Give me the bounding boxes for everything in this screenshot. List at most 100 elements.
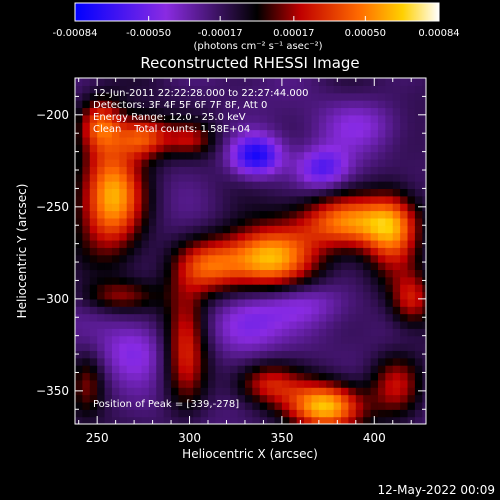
heatmap-cell (82, 107, 91, 116)
heatmap-cell (126, 151, 135, 160)
heatmap-cell (326, 416, 335, 424)
heatmap-cell (134, 343, 143, 351)
heatmap-cell (296, 225, 305, 234)
heatmap-cell (355, 100, 364, 109)
heatmap-cell (311, 409, 320, 418)
heatmap-cell (89, 328, 98, 337)
heatmap-cell (200, 276, 209, 285)
heatmap-cell (82, 136, 91, 145)
heatmap-cell (348, 107, 357, 116)
heatmap-cell (348, 151, 357, 160)
heatmap-cell (311, 343, 320, 351)
heatmap-cell (326, 158, 335, 167)
heatmap-cell (267, 416, 276, 424)
heatmap-cell (355, 284, 364, 293)
heatmap-cell (414, 276, 423, 285)
heatmap-cell (311, 262, 320, 271)
heatmap-cell (304, 335, 313, 344)
heatmap-cell (75, 188, 83, 197)
heatmap-cell (237, 210, 246, 219)
heatmap-cell (141, 151, 150, 160)
heatmap-cell (193, 276, 202, 285)
heatmap-cell (111, 262, 120, 271)
heatmap-cell (318, 151, 327, 160)
heatmap-cell (134, 372, 143, 381)
heatmap-cell (215, 195, 224, 204)
heatmap-cell (244, 291, 253, 300)
heatmap-cell (89, 158, 98, 167)
heatmap-cell (200, 129, 209, 138)
heatmap-cell (274, 320, 283, 329)
heatmap-cell (333, 92, 342, 101)
footer-timestamp: 12-May-2022 00:09 (378, 483, 495, 497)
heatmap-cell (385, 372, 394, 381)
heatmap-cell (208, 225, 216, 234)
heatmap-cell (178, 136, 187, 145)
heatmap-cell (244, 210, 253, 219)
heatmap-cell (385, 239, 394, 248)
heatmap-cell (281, 372, 290, 381)
heatmap-cell (392, 181, 401, 190)
heatmap-cell (252, 217, 261, 226)
heatmap-cell (222, 387, 231, 396)
heatmap-cell (208, 114, 216, 123)
heatmap-cell (355, 401, 364, 410)
heatmap-cell (281, 166, 290, 175)
heatmap-cell (281, 210, 290, 219)
heatmap-cell (400, 298, 409, 307)
heatmap-cell (97, 114, 106, 123)
heatmap-cell (422, 100, 426, 109)
heatmap-cell (237, 203, 246, 212)
heatmap-cell (237, 92, 246, 101)
heatmap-cell (178, 254, 187, 263)
heatmap-cell (82, 181, 91, 190)
heatmap-cell (200, 78, 209, 86)
heatmap-cell (407, 379, 416, 388)
heatmap-cell (326, 92, 335, 101)
heatmap-cell (237, 343, 246, 351)
heatmap-cell (355, 203, 364, 212)
heatmap-cell (370, 166, 379, 175)
heatmap-cell (326, 188, 335, 197)
heatmap-cell (134, 269, 143, 278)
heatmap-cell (407, 92, 416, 101)
heatmap-cell (222, 166, 231, 175)
heatmap-cell (97, 350, 106, 359)
heatmap-cell (333, 239, 342, 248)
heatmap-cell (230, 114, 239, 123)
heatmap-cell (252, 306, 261, 315)
heatmap-cell (385, 254, 394, 263)
heatmap-cell (193, 409, 202, 418)
heatmap-cell (407, 203, 416, 212)
heatmap-cell (333, 210, 342, 219)
heatmap-cell (222, 136, 231, 145)
heatmap-cell (119, 247, 128, 256)
heatmap-cell (348, 136, 357, 145)
heatmap-cell (82, 298, 91, 307)
heatmap-cell (89, 225, 98, 234)
heatmap-cell (141, 166, 150, 175)
heatmap-cell (311, 181, 320, 190)
heatmap-cell (311, 269, 320, 278)
heatmap-cell (97, 151, 106, 160)
heatmap-cell (414, 284, 423, 293)
heatmap-cell (414, 350, 423, 359)
heatmap-cell (333, 372, 342, 381)
heatmap-cell (348, 269, 357, 278)
heatmap-cell (134, 306, 143, 315)
info-line-counts: Clean Total counts: 1.58E+04 (93, 124, 250, 135)
heatmap-cell (222, 269, 231, 278)
heatmap-cell (111, 247, 120, 256)
heatmap-cell (171, 122, 180, 131)
heatmap-cell (289, 409, 298, 418)
heatmap-cell (296, 291, 305, 300)
heatmap-cell (252, 181, 261, 190)
heatmap-cell (185, 298, 194, 307)
heatmap-cell (370, 151, 379, 160)
heatmap-cell (414, 401, 423, 410)
heatmap-cell (252, 313, 261, 322)
heatmap-cell (215, 225, 224, 234)
heatmap-cell (333, 343, 342, 351)
heatmap-cell (414, 372, 423, 381)
heatmap-cell (289, 387, 298, 396)
